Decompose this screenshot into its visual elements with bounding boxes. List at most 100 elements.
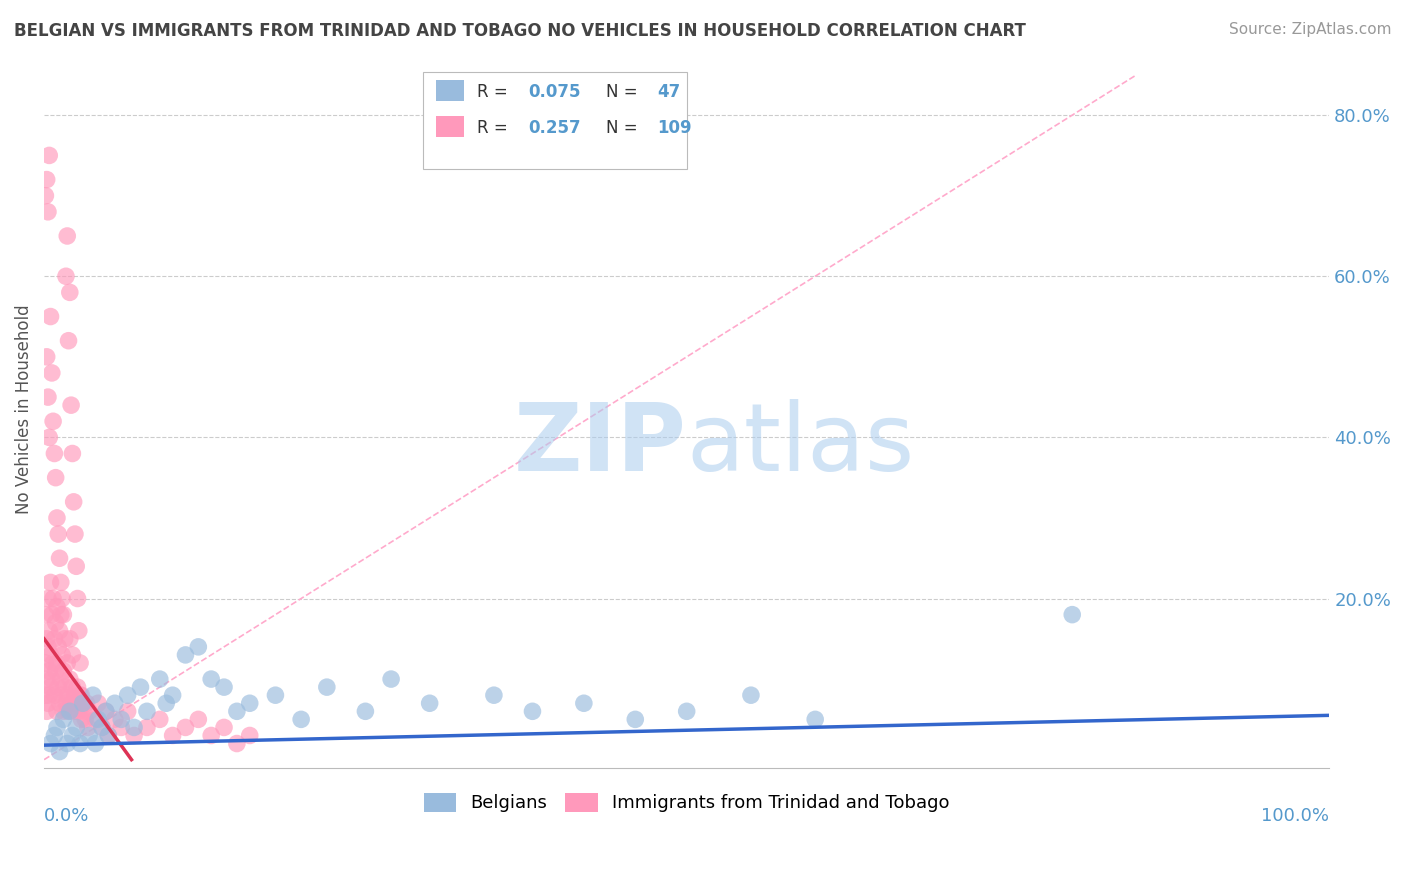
Point bbox=[56, 737, 79, 751]
Point bbox=[37, 204, 59, 219]
Point bbox=[110, 712, 132, 726]
Point bbox=[59, 704, 82, 718]
Point bbox=[76, 720, 98, 734]
Point bbox=[48, 696, 70, 710]
Point bbox=[84, 737, 107, 751]
Point bbox=[46, 720, 69, 734]
Point bbox=[77, 729, 100, 743]
Point bbox=[66, 591, 89, 606]
Y-axis label: No Vehicles in Household: No Vehicles in Household bbox=[15, 304, 32, 514]
Text: R =: R = bbox=[477, 83, 508, 102]
Point bbox=[75, 712, 97, 726]
Point bbox=[38, 664, 60, 678]
Text: 100.0%: 100.0% bbox=[1261, 807, 1329, 825]
Point bbox=[37, 591, 59, 606]
Point bbox=[187, 640, 209, 654]
Text: atlas: atlas bbox=[686, 399, 915, 491]
Point bbox=[65, 559, 87, 574]
Point bbox=[37, 640, 59, 654]
Point bbox=[572, 696, 595, 710]
Point bbox=[97, 729, 120, 743]
Text: N =: N = bbox=[606, 83, 637, 102]
Point bbox=[65, 720, 87, 734]
Point bbox=[60, 729, 83, 743]
Point bbox=[44, 446, 66, 460]
Point bbox=[97, 729, 120, 743]
Point bbox=[380, 672, 402, 686]
Point bbox=[59, 672, 82, 686]
Point bbox=[35, 172, 58, 186]
Point bbox=[149, 672, 172, 686]
Point bbox=[66, 680, 89, 694]
Point bbox=[117, 688, 139, 702]
Point bbox=[624, 712, 647, 726]
Point bbox=[44, 632, 66, 646]
Point bbox=[60, 648, 83, 662]
Text: R =: R = bbox=[477, 120, 508, 137]
Point bbox=[55, 269, 77, 284]
FancyBboxPatch shape bbox=[436, 80, 464, 101]
Text: N =: N = bbox=[606, 120, 637, 137]
Point bbox=[42, 591, 65, 606]
Point bbox=[38, 624, 60, 638]
Point bbox=[34, 607, 56, 622]
Point bbox=[53, 680, 76, 694]
Point bbox=[52, 712, 75, 726]
Point bbox=[41, 607, 63, 622]
Point bbox=[41, 366, 63, 380]
Point bbox=[62, 495, 84, 509]
Point bbox=[56, 656, 79, 670]
Point bbox=[94, 704, 117, 718]
Point bbox=[60, 680, 83, 694]
Point bbox=[60, 398, 83, 412]
FancyBboxPatch shape bbox=[423, 72, 686, 169]
Point bbox=[46, 656, 69, 670]
Point bbox=[41, 672, 63, 686]
Text: ZIP: ZIP bbox=[513, 399, 686, 491]
Point bbox=[522, 704, 544, 718]
Point bbox=[45, 615, 67, 630]
Point bbox=[82, 688, 104, 702]
Point bbox=[45, 664, 67, 678]
Point bbox=[419, 696, 441, 710]
Point bbox=[46, 511, 69, 525]
Text: 0.257: 0.257 bbox=[529, 120, 581, 137]
Point bbox=[34, 688, 56, 702]
Point bbox=[46, 640, 69, 654]
Point bbox=[37, 696, 59, 710]
Point bbox=[56, 688, 79, 702]
Point bbox=[135, 704, 157, 718]
Point bbox=[48, 624, 70, 638]
Point bbox=[42, 656, 65, 670]
Point bbox=[38, 148, 60, 162]
Point bbox=[354, 704, 377, 718]
Point bbox=[1062, 607, 1084, 622]
Point bbox=[38, 430, 60, 444]
Point bbox=[46, 599, 69, 614]
Point bbox=[46, 704, 69, 718]
Point bbox=[174, 720, 197, 734]
Point bbox=[46, 527, 69, 541]
Point bbox=[53, 632, 76, 646]
Point bbox=[225, 704, 247, 718]
Point bbox=[59, 632, 82, 646]
Point bbox=[67, 624, 90, 638]
Point bbox=[482, 688, 505, 702]
Text: 0.075: 0.075 bbox=[529, 83, 581, 102]
Point bbox=[104, 696, 127, 710]
Point bbox=[187, 712, 209, 726]
FancyBboxPatch shape bbox=[436, 116, 464, 136]
Point bbox=[84, 712, 107, 726]
Point bbox=[225, 737, 247, 751]
Point bbox=[72, 696, 94, 710]
Point bbox=[87, 712, 110, 726]
Point bbox=[110, 720, 132, 734]
Point bbox=[69, 688, 91, 702]
Point bbox=[60, 446, 83, 460]
Point bbox=[34, 656, 56, 670]
Point bbox=[49, 672, 72, 686]
Point bbox=[290, 712, 312, 726]
Point bbox=[39, 680, 62, 694]
Point bbox=[58, 704, 80, 718]
Point bbox=[37, 390, 59, 404]
